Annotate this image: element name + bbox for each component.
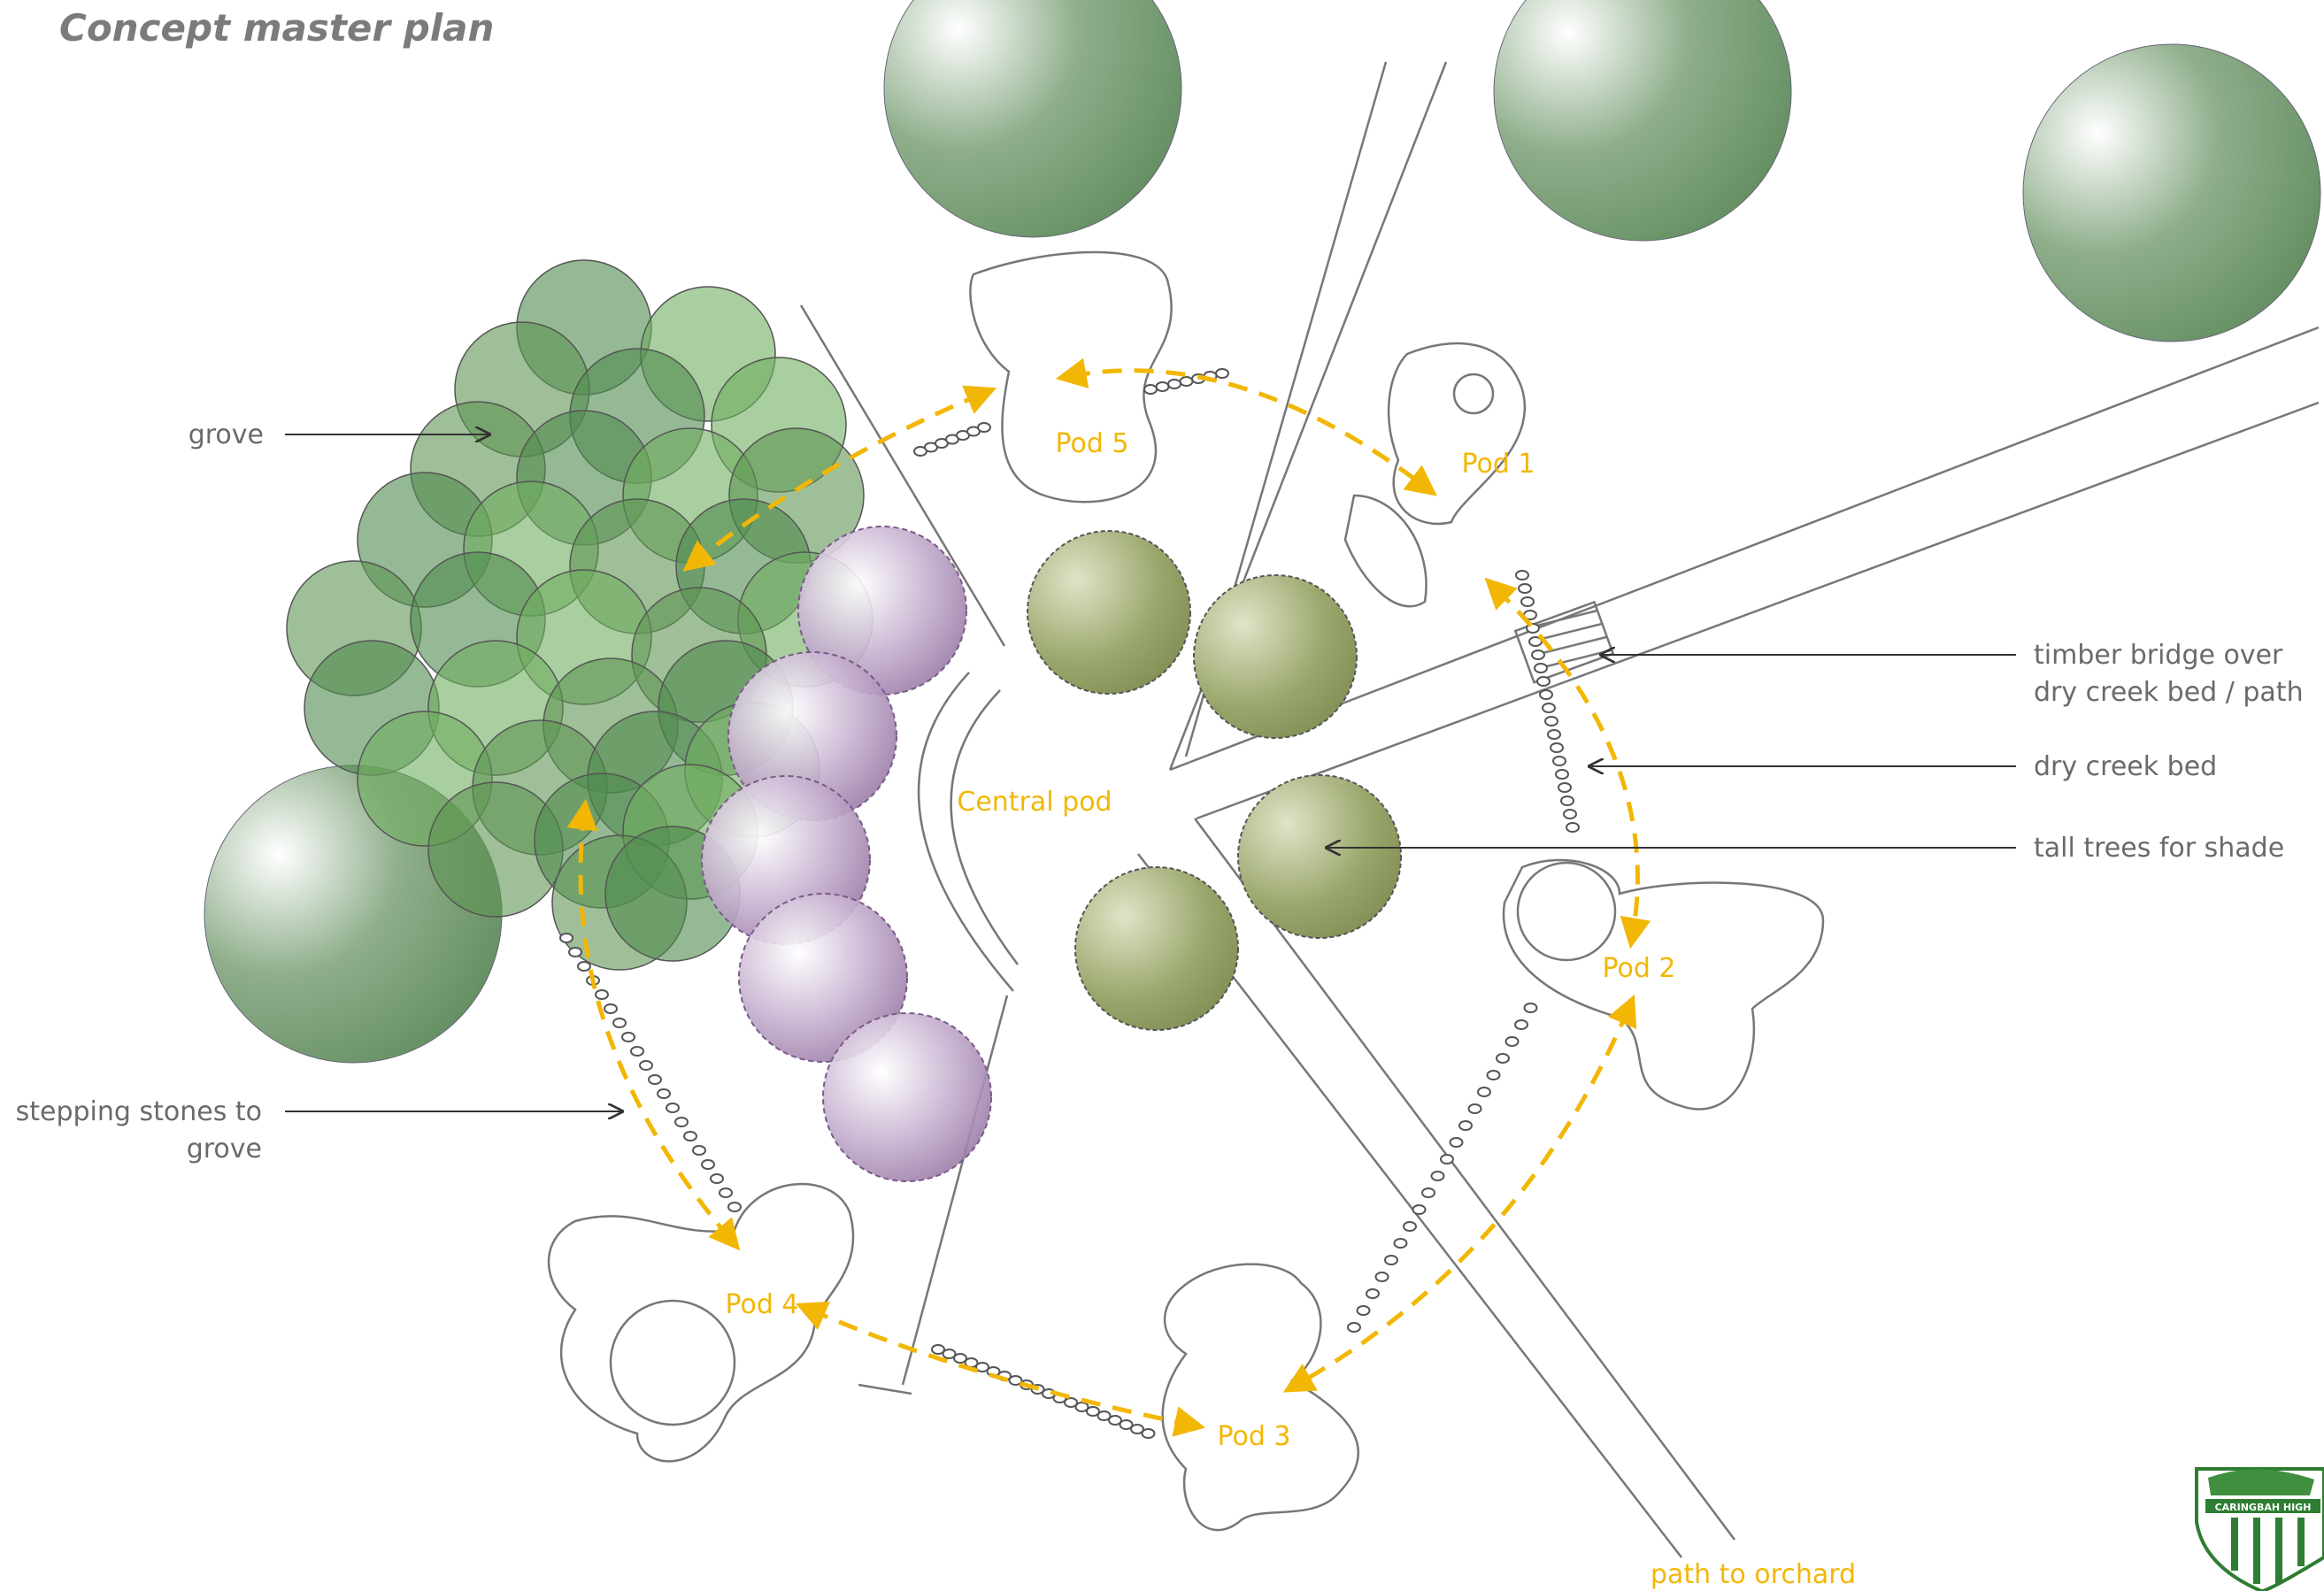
purple-tree xyxy=(822,1012,992,1182)
stone xyxy=(1467,1103,1482,1114)
stone xyxy=(683,1131,697,1141)
stone xyxy=(701,1159,715,1170)
stone xyxy=(1539,689,1553,700)
pod-label: Pod 4 xyxy=(725,1289,798,1320)
pod-label: Pod 2 xyxy=(1602,953,1675,984)
stone xyxy=(577,961,591,972)
stone xyxy=(630,1046,644,1057)
pod-label: Pod 1 xyxy=(1461,449,1535,480)
stone xyxy=(1552,756,1566,766)
stone xyxy=(1563,809,1577,819)
stone xyxy=(1544,716,1558,726)
stone xyxy=(1430,1171,1445,1181)
stone xyxy=(1534,663,1548,673)
stone xyxy=(1555,769,1569,780)
stone xyxy=(595,989,609,1000)
stone xyxy=(1215,368,1229,379)
stone xyxy=(1458,1120,1473,1131)
annotation: grove xyxy=(189,419,264,450)
large-tree xyxy=(2022,43,2321,342)
stone xyxy=(1347,1322,1361,1333)
pod-labels: Pod 5 Pod 1 Pod 2 Pod 3 Pod 4 Central pod path… xyxy=(725,428,1856,1590)
annotations: grove stepping stones to grove timber bridg… xyxy=(16,419,2304,1164)
stone xyxy=(674,1117,689,1127)
large-tree xyxy=(883,0,1182,238)
stone xyxy=(692,1145,706,1156)
annotation: grove xyxy=(187,1134,262,1164)
stone xyxy=(1412,1204,1427,1215)
stone xyxy=(1542,703,1556,713)
stone xyxy=(639,1060,653,1071)
stone xyxy=(1477,1087,1491,1097)
stone xyxy=(1440,1154,1454,1164)
stone xyxy=(1566,822,1580,833)
stone xyxy=(1531,649,1545,660)
stone xyxy=(1504,1036,1520,1047)
stone xyxy=(1179,376,1194,387)
stone xyxy=(1496,1053,1510,1064)
stone xyxy=(1515,570,1529,580)
stone xyxy=(1374,1272,1389,1282)
stone xyxy=(1403,1221,1417,1232)
stone xyxy=(657,1088,671,1099)
stone xyxy=(1550,742,1564,753)
stone xyxy=(1155,381,1170,392)
stone xyxy=(1421,1187,1435,1198)
stone xyxy=(666,1103,680,1113)
trees xyxy=(204,0,2321,1182)
stone xyxy=(1558,782,1572,793)
stone xyxy=(710,1173,724,1184)
stone xyxy=(1366,1288,1380,1299)
annotation: dry creek bed / path xyxy=(2034,677,2304,708)
title: Concept master plan xyxy=(59,6,494,50)
stone xyxy=(1486,1070,1501,1080)
purple-tree xyxy=(738,893,908,1063)
stone xyxy=(648,1074,662,1085)
pod-label: Pod 3 xyxy=(1217,1421,1290,1452)
pod-label: Pod 5 xyxy=(1055,428,1128,459)
stone xyxy=(612,1018,627,1028)
shade-tree xyxy=(1074,866,1239,1031)
stone xyxy=(1356,1305,1371,1316)
stone xyxy=(1523,1003,1538,1013)
stone xyxy=(1547,729,1561,740)
stone xyxy=(1536,676,1551,687)
annotation: timber bridge over xyxy=(2034,640,2283,671)
stone xyxy=(559,933,573,943)
stone xyxy=(1518,583,1532,594)
school-logo: CARINGBAH HIGH xyxy=(2195,1467,2324,1591)
stone xyxy=(1560,796,1574,806)
annotation: dry creek bed xyxy=(2034,751,2217,782)
annotation: stepping stones to xyxy=(16,1096,262,1127)
stone xyxy=(977,422,991,433)
large-tree xyxy=(1493,0,1792,242)
stone xyxy=(1141,1428,1156,1439)
circulation-route xyxy=(566,357,1651,1437)
stone xyxy=(1167,379,1181,389)
shade-tree xyxy=(1193,574,1358,739)
stone xyxy=(1143,384,1158,395)
annotation: tall trees for shade xyxy=(2034,833,2284,864)
stone xyxy=(568,947,582,957)
path-label: path to orchard xyxy=(1651,1559,1856,1590)
stone xyxy=(621,1032,635,1042)
central-label: Central pod xyxy=(957,787,1112,818)
stone xyxy=(1514,1019,1528,1030)
stone xyxy=(1449,1137,1464,1148)
shade-tree xyxy=(1027,530,1191,695)
logo-text: CARINGBAH HIGH xyxy=(2215,1502,2312,1513)
stone xyxy=(727,1202,742,1212)
stone xyxy=(719,1187,733,1198)
stone xyxy=(1520,596,1535,607)
stone xyxy=(1393,1238,1408,1249)
shade-tree xyxy=(1237,774,1402,939)
stone xyxy=(1384,1255,1398,1265)
stone xyxy=(604,1003,618,1014)
